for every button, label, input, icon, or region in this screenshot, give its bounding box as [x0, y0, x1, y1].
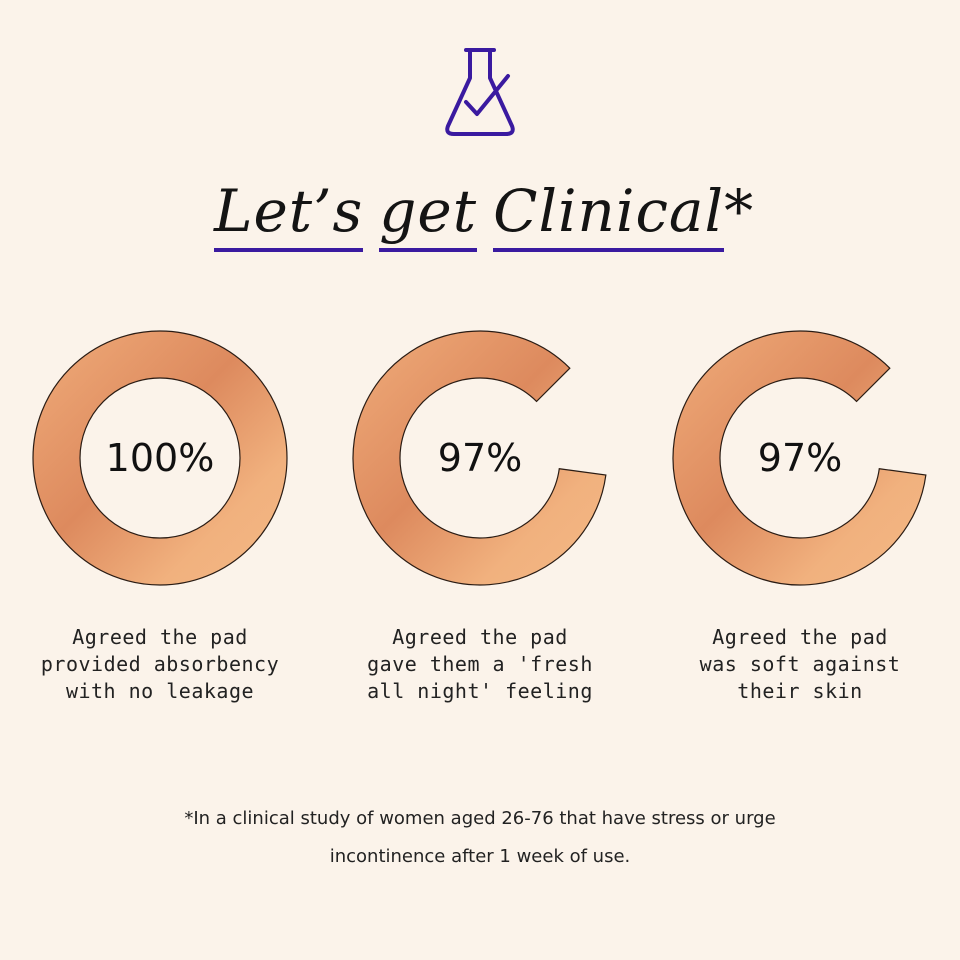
- caption-line: provided absorbency: [40, 652, 280, 676]
- footnote: *In a clinical study of women aged 26-76…: [0, 800, 960, 876]
- stat-value-absorbency: 100%: [105, 436, 215, 480]
- flask-check-icon: [438, 44, 522, 140]
- caption-line: Agreed the pad: [72, 625, 248, 649]
- caption-line: gave them a 'fresh: [367, 652, 593, 676]
- footnote-line: *In a clinical study of women aged 26-76…: [184, 808, 776, 829]
- footnote-line: incontinence after 1 week of use.: [329, 846, 631, 867]
- donut-arc-soft: [672, 330, 927, 586]
- caption-line: Agreed the pad: [392, 625, 568, 649]
- donut-chart-fresh: [352, 330, 607, 586]
- title-word-2: get: [379, 176, 478, 252]
- donut-arc-fresh: [352, 330, 607, 586]
- page-title: Let’s get Clinical*: [0, 176, 960, 252]
- caption-line: all night' feeling: [367, 679, 593, 703]
- caption-line: was soft against: [699, 652, 901, 676]
- title-word-3: Clinical: [493, 176, 725, 252]
- stat-value-soft: 97%: [757, 436, 843, 480]
- stat-ring-soft: 97%: [672, 330, 928, 586]
- title-word-1: Let’s: [213, 176, 364, 252]
- caption-absorbency: Agreed the pad provided absorbency with …: [10, 624, 310, 705]
- caption-soft: Agreed the pad was soft against their sk…: [650, 624, 950, 705]
- caption-line: Agreed the pad: [712, 625, 888, 649]
- stat-value-fresh: 97%: [437, 436, 523, 480]
- caption-fresh: Agreed the pad gave them a 'fresh all ni…: [330, 624, 630, 705]
- donut-chart-soft: [672, 330, 927, 586]
- caption-line: their skin: [737, 679, 863, 703]
- stat-ring-fresh: 97%: [352, 330, 608, 586]
- stat-ring-absorbency: 100%: [32, 330, 288, 586]
- caption-line: with no leakage: [65, 679, 255, 703]
- title-asterisk: *: [724, 177, 755, 245]
- donut-chart-absorbency: [32, 330, 288, 586]
- donut-arc-absorbency: [32, 330, 288, 586]
